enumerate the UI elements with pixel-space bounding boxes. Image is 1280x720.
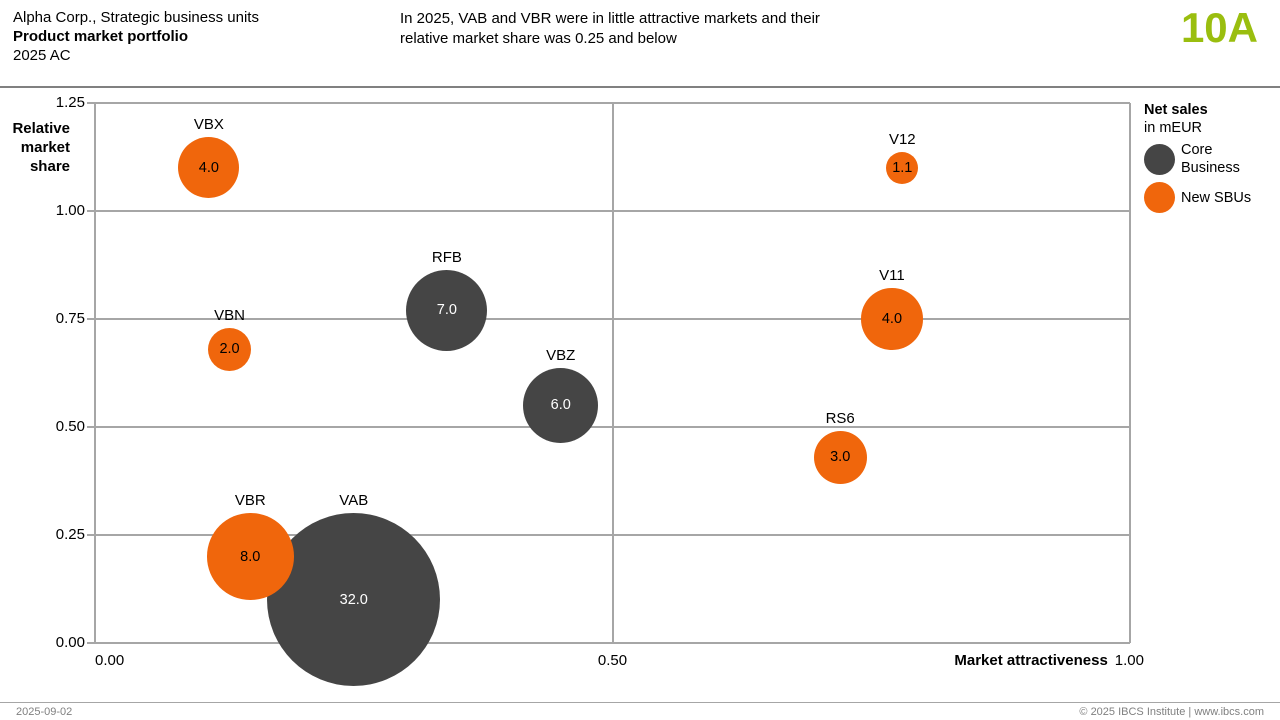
bubble-label-vbx: VBX bbox=[193, 116, 224, 134]
bubble-value-vbn: 2.0 bbox=[219, 341, 240, 358]
bubble-value-vbx: 4.0 bbox=[198, 159, 219, 176]
bubble-label-vbz: VBZ bbox=[546, 346, 576, 364]
bubble-label-vab: VAB bbox=[339, 492, 369, 510]
page-number-badge: 10A bbox=[1180, 4, 1258, 51]
bubble-vbx bbox=[178, 137, 240, 199]
bubble-value-vbr: 8.0 bbox=[240, 548, 261, 565]
y-axis-tick bbox=[87, 102, 95, 104]
y-axis-tick bbox=[87, 210, 95, 212]
header-divider bbox=[0, 86, 1280, 88]
footer-divider bbox=[0, 702, 1280, 703]
bubble-value-vbz: 6.0 bbox=[550, 397, 571, 414]
bubble-rs6 bbox=[813, 430, 867, 484]
chart-message: In 2025, VAB and VBR were in little attr… bbox=[400, 10, 820, 47]
legend-title: Net sales bbox=[1144, 102, 1208, 118]
report-scenario: 2025 AC bbox=[13, 47, 71, 64]
bubble-label-v11: V11 bbox=[879, 267, 905, 285]
x-axis-title-row: Market attractiveness 1.00 bbox=[0, 652, 1144, 669]
y-axis-tick-label: 0.00 bbox=[55, 634, 85, 651]
y-axis-tick-label: 0.25 bbox=[55, 526, 85, 543]
bubble-vbz bbox=[523, 367, 599, 443]
x-axis-line bbox=[95, 642, 1130, 644]
x-axis-max-tick-label: 1.00 bbox=[1114, 652, 1144, 669]
x-axis-title: Market attractiveness bbox=[954, 652, 1108, 669]
footer-copyright: © 2025 IBCS Institute | www.ibcs.com bbox=[1079, 706, 1264, 718]
bubble-value-rs6: 3.0 bbox=[830, 449, 851, 466]
y-axis-title: Relative market share bbox=[12, 120, 70, 175]
legend-items: Core Business New SBUs bbox=[1144, 141, 1274, 213]
legend-item: New SBUs bbox=[1144, 182, 1274, 213]
report-header: Alpha Corp., Strategic business units Pr… bbox=[13, 8, 259, 65]
bubble-vab bbox=[267, 513, 441, 687]
bubble-rfb bbox=[406, 269, 488, 351]
report-subject: Alpha Corp., Strategic business units bbox=[13, 9, 259, 26]
y-axis-tick-label: 0.75 bbox=[55, 310, 85, 327]
bubble-label-vbn: VBN bbox=[214, 306, 245, 324]
y-axis-tick bbox=[87, 534, 95, 536]
legend-swatch-circle bbox=[1144, 182, 1175, 213]
y-axis-tick bbox=[87, 642, 95, 644]
bubble-label-v12: V12 bbox=[888, 130, 916, 148]
bubble-value-v11: 4.0 bbox=[881, 311, 903, 327]
x-axis-tick-label: 0.50 bbox=[597, 652, 628, 669]
x-axis-tick-label: 0.00 bbox=[95, 652, 125, 669]
chart-legend: Net sales in mEUR Core Business New SBUs bbox=[1144, 101, 1274, 213]
legend-item-label: New SBUs bbox=[1181, 189, 1252, 206]
bubble-value-v12: 1.1 bbox=[892, 159, 913, 176]
bubble-value-vab: 32.0 bbox=[339, 591, 368, 608]
bubble-v11 bbox=[861, 288, 923, 350]
bubble-v12 bbox=[886, 151, 919, 184]
bubble-label-rfb: RFB bbox=[431, 248, 462, 266]
y-axis-tick bbox=[87, 318, 95, 320]
v-gridline bbox=[611, 103, 614, 643]
footer-date: 2025-09-02 bbox=[16, 706, 73, 718]
legend-unit: in mEUR bbox=[1144, 120, 1203, 136]
y-axis-tick-label: 1.25 bbox=[55, 94, 85, 111]
report-title: Product market portfolio bbox=[13, 28, 189, 45]
bubble-value-rfb: 7.0 bbox=[436, 302, 457, 319]
v-gridline bbox=[1129, 103, 1131, 643]
y-axis-tick bbox=[87, 426, 95, 428]
bubble-label-rs6: RS6 bbox=[825, 409, 855, 427]
legend-item-label: Core Business bbox=[1181, 142, 1240, 176]
bubble-vbn bbox=[207, 327, 252, 371]
y-axis-line bbox=[94, 103, 96, 643]
y-axis-tick-label: 0.50 bbox=[55, 418, 85, 435]
bubble-label-vbr: VBR bbox=[234, 492, 266, 510]
y-axis-tick-label: 1.00 bbox=[55, 202, 85, 219]
legend-item: Core Business bbox=[1144, 141, 1274, 177]
legend-swatch-circle bbox=[1144, 143, 1175, 175]
bubble-vbr bbox=[206, 513, 294, 600]
